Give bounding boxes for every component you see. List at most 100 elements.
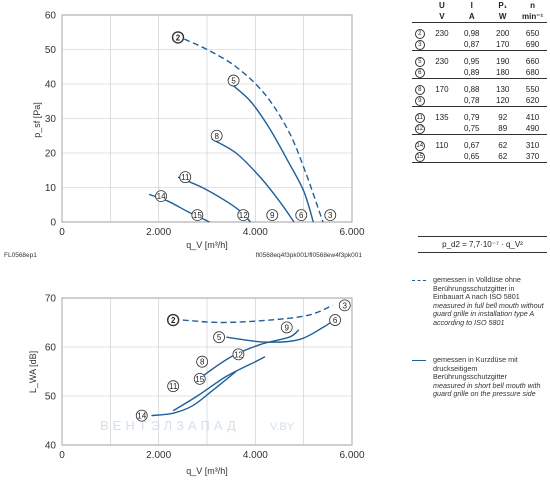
spec-header-p: P₁ [498,1,508,10]
spec-curve-id: 14 [414,141,425,151]
watermark-right: V.BY [270,421,295,433]
svg-text:11: 11 [169,382,178,391]
curve-marker-5: 5 [227,74,240,87]
curve-marker-11: 11 [179,171,192,184]
spec-cell: 170 [487,39,519,51]
chart1-code-left: FL0568ep1 [4,252,37,259]
spec-cell: 0,88 [463,85,480,94]
svg-text:15: 15 [193,211,202,220]
spec-unit-p: W [487,11,519,23]
curve-marker-6: 6 [295,209,308,222]
y-tick-label: 40 [45,441,57,452]
chart2-xlabel: q_V [m³/h] [186,466,228,476]
spec-curve-id: 9 [412,95,428,107]
svg-text:2: 2 [176,33,181,42]
series-curve-14-15 [151,370,237,417]
spec-cell: 650 [525,29,540,38]
spec-cell: 680 [518,67,547,79]
legend-dashed: gemessen in Volldüse ohne Berührungsschu… [412,275,547,328]
spec-cell: 370 [518,151,547,163]
spec-cell: 110 [435,141,449,150]
curve-marker-11: 11 [167,380,180,393]
chart-sound: 40 50 60 70 0 2.000 4.000 6.000 L_WA [dB] q_V … [28,294,365,477]
curve-marker-8: 8 [196,355,209,368]
spec-row: 8 170 0,88 130 550 [412,84,547,95]
curve-marker-9: 9 [280,321,293,334]
y-tick-label: 10 [45,183,57,194]
legend-solid: gemessen in Kurzdüse mit druckseitigem B… [412,355,547,399]
spec-cell: 230 [435,29,449,38]
svg-text:5: 5 [231,77,236,86]
spec-curve-id: 15 [412,151,428,163]
x-tick-label: 6.000 [339,227,364,238]
spec-row: 15 0,65 62 370 [412,151,547,163]
curve-marker-15: 15 [193,372,206,385]
spec-cell [427,151,457,163]
spec-row: 5 230 0,95 190 660 [412,56,547,67]
chart1-series [148,38,324,223]
spec-cell: 690 [518,39,547,51]
chart1-ylabel: p_sf [Pa] [32,102,42,138]
spec-cell: 62 [487,151,519,163]
curve-marker-2: 2 [166,313,180,327]
spec-cell: 550 [525,85,540,94]
legend-dashed-en: measured in full bell mouth without guar… [433,300,544,327]
spec-row: 12 0,75 89 490 [412,123,547,135]
spec-curve-id: 12 [412,123,428,135]
spec-cell: 0,65 [456,151,488,163]
spec-cell: 62 [498,141,508,150]
y-tick-label: 50 [45,45,57,56]
chart2-markers: 2 3 5 6 9 8 12 11 15 14 [135,299,351,422]
chart1-xticks: 0 2.000 4.000 6.000 [59,227,365,238]
spec-curve-id: 11 [414,113,425,123]
spec-cell: 0,67 [463,141,480,150]
legend-solid-en: measured in short bell mouth with guard … [433,380,541,399]
curve-marker-5: 5 [213,331,225,344]
formula-text: p_d2 = 7,7·10⁻⁷ · q_V² [442,240,523,249]
spec-row: 9 0,78 120 620 [412,95,547,107]
spec-curve-id: 5 [412,56,427,67]
y-tick-label: 30 [45,114,57,125]
series-curve-2-3 [182,304,333,324]
chart2-xticks: 0 2.000 4.000 6.000 [59,450,365,461]
x-tick-label: 2.000 [146,227,171,238]
spec-cell: 0,87 [456,39,488,51]
spec-unit-u: V [427,11,457,23]
curve-marker-3: 3 [338,299,351,312]
y-tick-label: 0 [50,218,56,229]
spec-cell: 190 [496,57,510,66]
spec-cell: 230 [435,57,449,66]
spec-cell: 92 [498,113,508,122]
series-curve-5-6 [226,317,338,343]
spec-header-row: U I P₁ n [412,0,547,11]
curve-marker-12: 12 [237,209,250,222]
svg-text:12: 12 [234,350,243,359]
svg-text:2: 2 [171,316,176,325]
curve-marker-14: 14 [135,409,148,422]
spec-cell: 120 [487,95,519,107]
curve-marker-9: 9 [266,209,279,222]
svg-text:14: 14 [137,412,146,421]
legend-dashed-line [412,280,426,281]
spec-cell: 620 [518,95,547,107]
spec-header-i: I [470,1,473,10]
spec-cell [427,95,457,107]
svg-text:6: 6 [333,316,338,325]
spec-row: 11 135 0,79 92 410 [412,112,547,123]
chart1-xlabel: q_V [m³/h] [186,240,228,250]
chart1-markers: 2 5 8 11 14 15 12 9 6 3 [155,31,337,222]
chart2-series [151,304,338,417]
svg-text:5: 5 [217,333,222,342]
x-tick-label: 0 [59,450,65,461]
svg-text:6: 6 [299,211,304,220]
svg-text:8: 8 [200,358,205,367]
svg-text:3: 3 [343,301,348,310]
curve-marker-14: 14 [155,190,167,203]
chart2-grid [61,297,353,446]
spec-cell: 0,78 [456,95,488,107]
spec-cell [427,67,457,79]
y-tick-label: 50 [45,392,57,403]
spec-header-n: n [530,1,536,10]
spec-body: 2 230 0,98 200 650 3 0,87 170 690 5 230 0,95 190 660 6… [412,23,547,163]
